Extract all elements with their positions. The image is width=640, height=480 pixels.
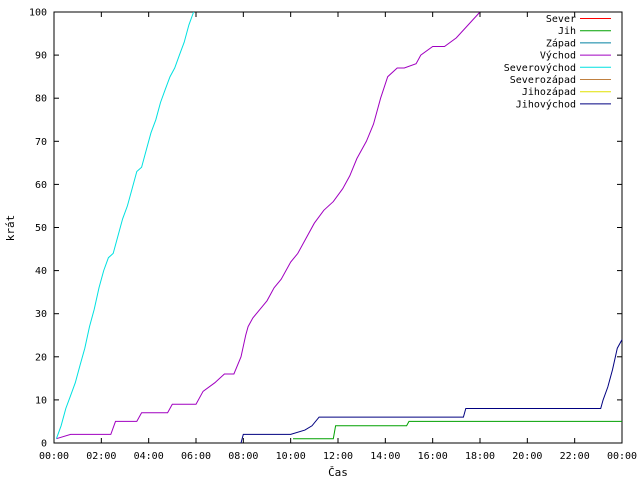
y-tick-label: 90 [35, 51, 47, 62]
y-tick-label: 80 [35, 94, 47, 105]
y-tick-label: 100 [29, 8, 47, 19]
x-tick-label: 00:00 [607, 451, 637, 462]
legend: SeverJihZápadVýchodSeverovýchodSeverozáp… [504, 14, 611, 110]
x-axis-label: Čas [328, 466, 348, 479]
legend-label: Severovýchod [504, 62, 576, 74]
x-tick-label: 02:00 [86, 451, 116, 462]
y-tick-label: 30 [35, 309, 47, 320]
x-tick-label: 22:00 [560, 451, 590, 462]
y-tick-label: 40 [35, 266, 47, 277]
series-layer [55, 11, 623, 444]
x-tick-label: 20:00 [512, 451, 542, 462]
y-axis-label: krát [4, 215, 17, 242]
y-tick-label: 70 [35, 137, 47, 148]
legend-label: Jih [558, 26, 576, 37]
x-tick-label: 04:00 [134, 451, 164, 462]
series-line [55, 11, 195, 439]
x-tick-label: 18:00 [465, 451, 495, 462]
x-tick-label: 10:00 [276, 451, 306, 462]
series-line [293, 420, 622, 440]
x-tick-label: 06:00 [181, 451, 211, 462]
legend-label: Severozápad [510, 74, 576, 86]
y-tick-label: 10 [35, 395, 47, 406]
y-tick-label: 50 [35, 223, 47, 234]
series-line [56, 11, 481, 440]
legend-label: Jihozápad [522, 86, 576, 98]
x-tick-label: 08:00 [228, 451, 258, 462]
legend-label: Východ [540, 50, 576, 62]
x-tick-label: 00:00 [39, 451, 69, 462]
y-tick-label: 20 [35, 352, 47, 363]
axis-layer: 0 10 20 30 40 50 60 70 80 90 100 00:00 02:00 04:00 06:… [29, 8, 637, 463]
series-line [240, 339, 623, 444]
legend-label: Sever [546, 14, 576, 25]
x-tick-label: 14:00 [370, 451, 400, 462]
x-tick-label: 12:00 [323, 451, 353, 462]
legend-label: Jihovýchod [516, 98, 576, 110]
y-tick-label: 60 [35, 180, 47, 191]
plot-area [53, 11, 623, 444]
x-tick-label: 16:00 [418, 451, 448, 462]
y-tick-label: 0 [41, 439, 47, 450]
legend-label: Západ [546, 37, 576, 49]
